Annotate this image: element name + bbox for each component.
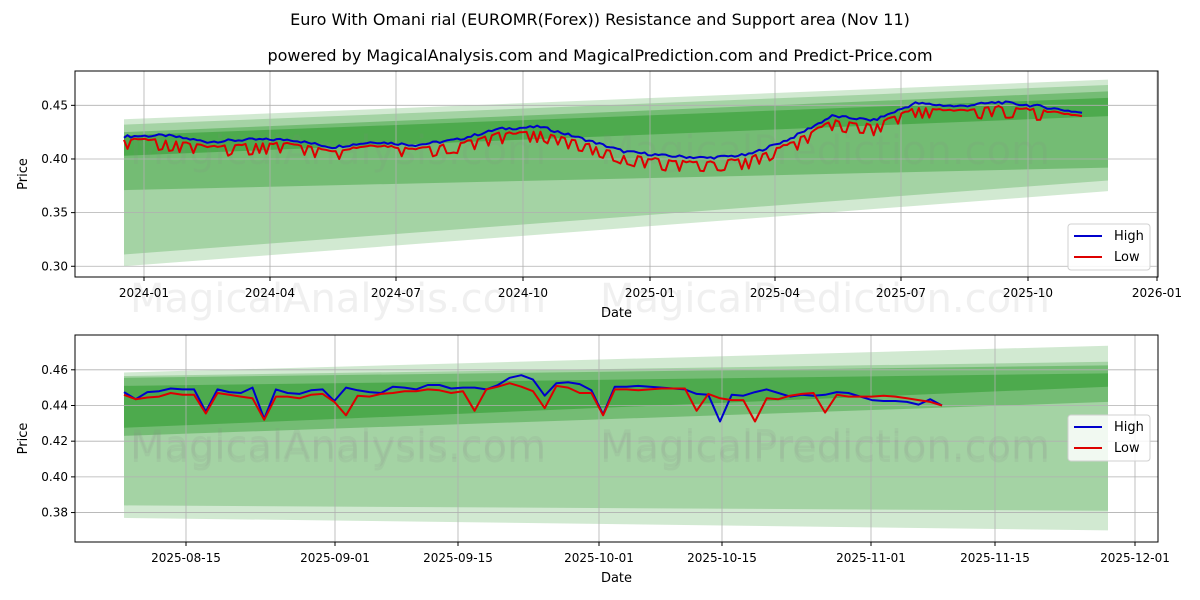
y-tick-label: 0.30 — [41, 259, 68, 273]
series-low-line — [123, 382, 943, 423]
y-tick-label: 0.35 — [41, 206, 68, 220]
x-tick-label: 2025-09-15 — [423, 551, 493, 565]
y-tick-label: 0.38 — [41, 506, 68, 520]
legend-low-label: Low — [1114, 250, 1140, 265]
y-tick-label: 0.44 — [41, 398, 68, 412]
x-tick-label: 2025-11-15 — [960, 551, 1030, 565]
legend-high-label: High — [1114, 420, 1144, 435]
watermark: MagicalAnalysis.com — [130, 423, 546, 469]
x-axis-label: Date — [601, 306, 632, 321]
x-tick-label: 2025-04 — [750, 286, 800, 300]
series-high-line — [123, 374, 943, 423]
y-axis-label: Price — [16, 158, 31, 190]
y-tick-label: 0.40 — [41, 470, 68, 484]
series-low-line — [123, 105, 1083, 173]
x-tick-label: 2024-04 — [245, 286, 295, 300]
watermark: MagicalAnalysis.com — [130, 426, 546, 472]
x-tick-label: 2024-07 — [371, 286, 421, 300]
legend: High Low — [1067, 223, 1151, 271]
watermark: MagicalAnalysis.com — [130, 276, 546, 322]
watermark: MagicalPrediction.com — [600, 128, 1050, 174]
x-axis-label: Date — [601, 571, 632, 586]
y-tick-label: 0.40 — [41, 152, 68, 166]
axes-frame — [74, 70, 1159, 278]
y-tick-label: 0.42 — [41, 434, 68, 448]
axes-frame — [74, 334, 1159, 543]
watermark: MagicalPrediction.com — [600, 426, 1050, 472]
x-tick-label: 2025-12-01 — [1100, 551, 1170, 565]
watermark: MagicalPrediction.com — [600, 276, 1050, 322]
x-tick-label: 2025-01 — [625, 286, 675, 300]
x-tick-label: 2025-07 — [876, 286, 926, 300]
chart-panel-2: MagicalAnalysis.com MagicalPrediction.com… — [16, 334, 1170, 586]
x-tick-label: 2024-01 — [119, 286, 169, 300]
chart-subtitle: powered by MagicalAnalysis.com and Magic… — [267, 46, 933, 65]
y-tick-label: 0.46 — [41, 363, 68, 377]
chart-title: Euro With Omani rial (EUROMR(Forex)) Res… — [290, 10, 910, 29]
x-tick-label: 2024-10 — [498, 286, 548, 300]
x-tick-label: 2025-08-15 — [151, 551, 221, 565]
x-tick-label: 2026-01 — [1132, 286, 1182, 300]
band-core-zone — [124, 373, 1108, 428]
watermark: MagicalPrediction.com — [600, 423, 1050, 469]
x-tick-label: 2025-10-15 — [687, 551, 757, 565]
legend-high-label: High — [1114, 229, 1144, 244]
x-tick-label: 2025-10 — [1003, 286, 1053, 300]
chart-panel-1: MagicalAnalysis.com MagicalPrediction.com… — [16, 70, 1182, 322]
x-tick-label: 2025-10-01 — [564, 551, 634, 565]
y-axis-label: Price — [16, 423, 31, 455]
legend: High Low — [1067, 414, 1151, 462]
series-high-line — [123, 100, 1083, 160]
x-tick-label: 2025-09-01 — [300, 551, 370, 565]
legend-low-label: Low — [1114, 441, 1140, 456]
y-tick-label: 0.45 — [41, 98, 68, 112]
x-tick-label: 2025-11-01 — [836, 551, 906, 565]
